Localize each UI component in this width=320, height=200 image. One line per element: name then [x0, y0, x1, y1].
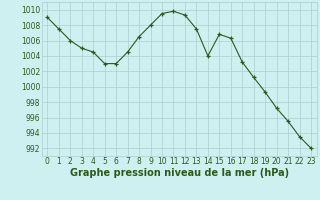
- X-axis label: Graphe pression niveau de la mer (hPa): Graphe pression niveau de la mer (hPa): [70, 168, 289, 178]
